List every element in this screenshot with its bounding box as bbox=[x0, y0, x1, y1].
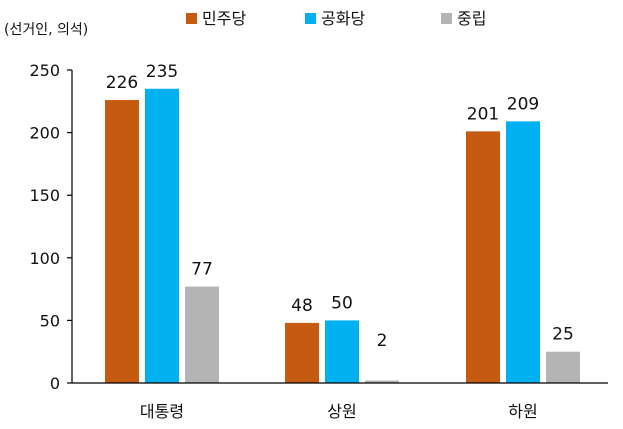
bar-공화당-대통령 bbox=[145, 88, 179, 383]
bars bbox=[105, 88, 580, 383]
data-label: 235 bbox=[146, 62, 178, 82]
data-label: 209 bbox=[507, 94, 539, 114]
bar-중립-대통령 bbox=[185, 286, 219, 383]
data-labels: 226 48 201 235 50 209 77 2 25 bbox=[106, 62, 574, 351]
y-tick-label: 200 bbox=[29, 124, 60, 143]
data-label: 77 bbox=[191, 260, 213, 280]
unit-label: (선거인, 의석) bbox=[4, 22, 88, 38]
bar-중립-하원 bbox=[546, 351, 580, 383]
legend-label: 민주당 bbox=[202, 9, 246, 28]
y-tick-label: 100 bbox=[29, 249, 60, 268]
x-tick-label: 상원 bbox=[327, 402, 356, 421]
x-axis: 대통령 상원 하원 bbox=[72, 382, 608, 421]
x-tick-label: 하원 bbox=[508, 402, 537, 421]
data-label: 50 bbox=[331, 293, 353, 313]
bar-민주당-상원 bbox=[285, 322, 319, 383]
y-tick-label: 250 bbox=[29, 61, 60, 80]
x-tick-label: 대통령 bbox=[140, 402, 184, 421]
bar-중립-상원 bbox=[365, 380, 399, 383]
legend-swatch bbox=[186, 13, 197, 24]
data-label: 25 bbox=[552, 325, 574, 345]
data-label: 48 bbox=[291, 296, 313, 316]
bar-민주당-하원 bbox=[466, 131, 500, 383]
data-label: 201 bbox=[467, 104, 499, 124]
bar-공화당-상원 bbox=[325, 320, 359, 383]
data-label: 226 bbox=[106, 73, 138, 93]
legend-label: 공화당 bbox=[321, 9, 365, 28]
legend-swatch bbox=[305, 13, 316, 24]
legend-label: 중립 bbox=[457, 9, 486, 28]
y-tick-label: 150 bbox=[29, 186, 60, 205]
legend: 민주당 공화당 중립 bbox=[186, 9, 486, 28]
data-label: 2 bbox=[377, 331, 388, 351]
bar-공화당-하원 bbox=[506, 121, 540, 383]
y-tick-label: 0 bbox=[50, 374, 60, 393]
y-axis: 0 50 100 150 200 250 bbox=[29, 61, 73, 393]
y-tick-label: 50 bbox=[40, 311, 60, 330]
legend-swatch bbox=[441, 13, 452, 24]
bar-민주당-대통령 bbox=[105, 100, 139, 383]
